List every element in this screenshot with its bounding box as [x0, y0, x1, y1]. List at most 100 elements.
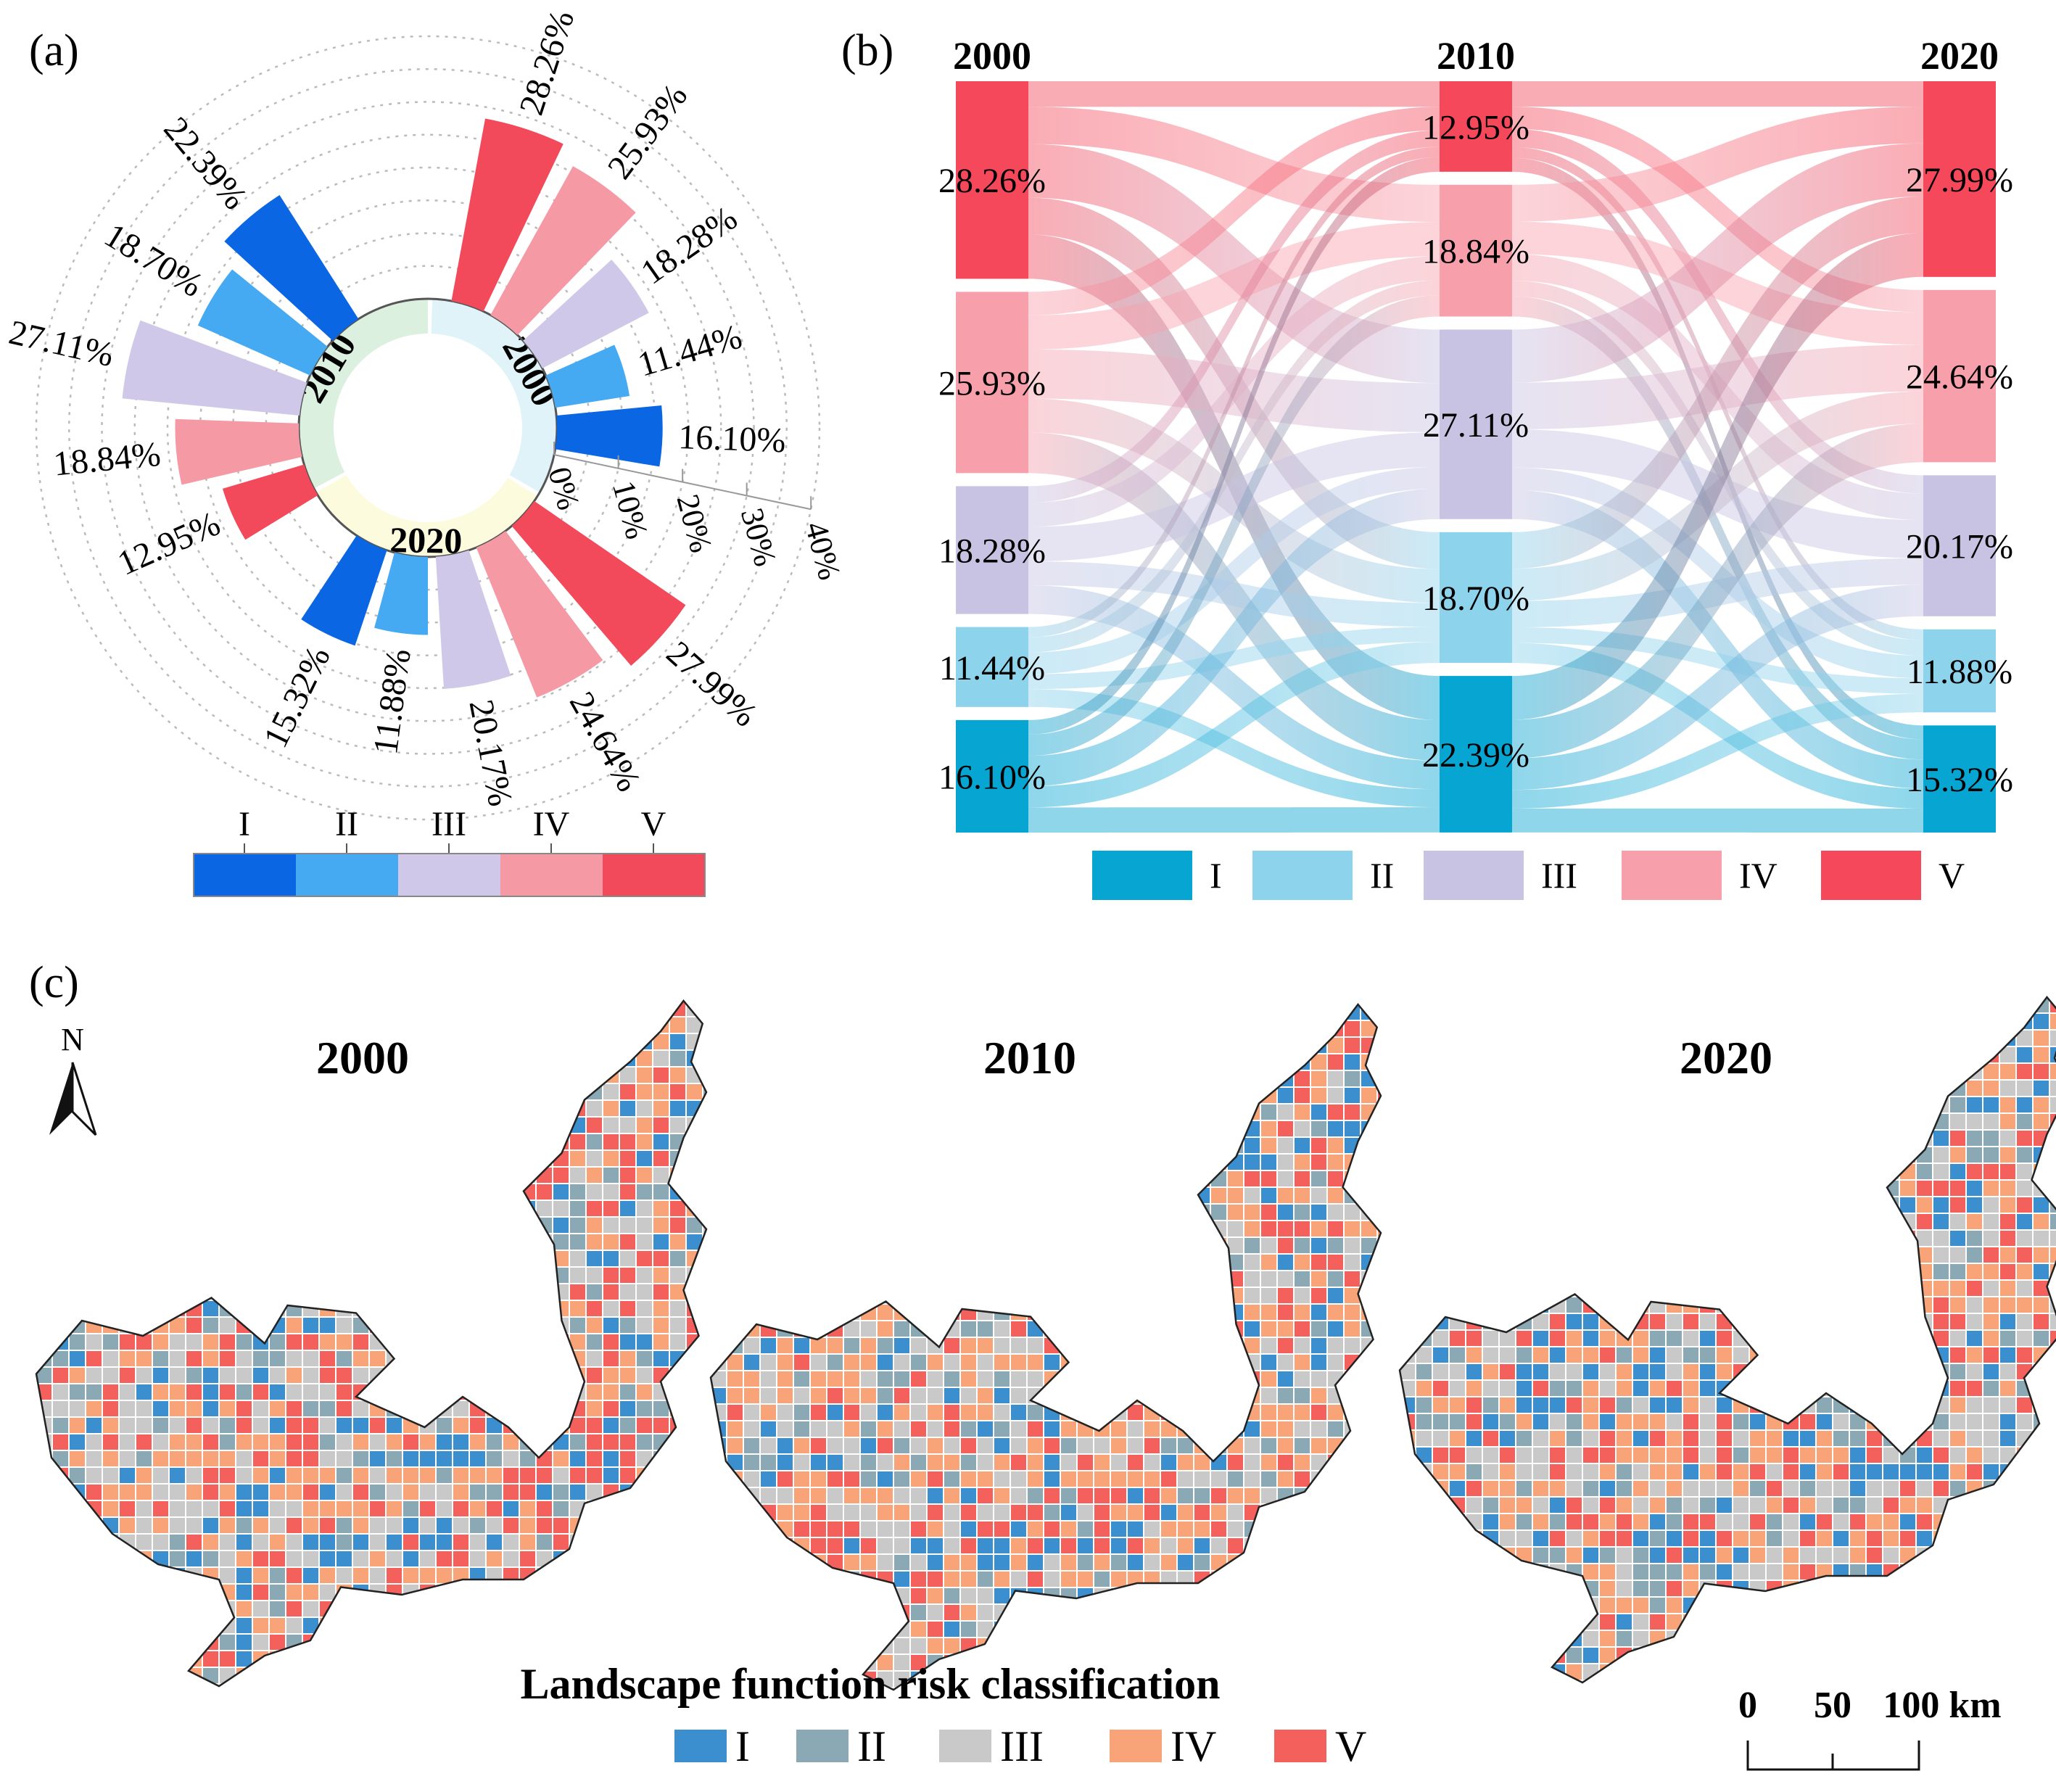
risk-map-cell — [520, 1284, 535, 1300]
risk-map-cell — [387, 1001, 402, 1016]
risk-map-cell — [153, 1401, 168, 1416]
risk-map-cell — [944, 1205, 959, 1220]
risk-map-cell — [1783, 997, 1799, 1012]
risk-map-cell — [1717, 1231, 1732, 1246]
risk-map-cell — [711, 1121, 726, 1136]
risk-map-cell — [70, 1401, 85, 1416]
risk-map-cell — [1883, 1097, 1899, 1112]
risk-map-cell — [1566, 1498, 1582, 1513]
risk-map-cell — [1311, 1622, 1326, 1637]
risk-map-cell — [1044, 1138, 1060, 1153]
risk-map-cell — [1550, 1397, 1565, 1413]
risk-map-cell — [1345, 1672, 1360, 1687]
risk-map-cell — [503, 1685, 519, 1686]
risk-map-cell — [1261, 1455, 1276, 1470]
risk-map-cell — [1533, 1514, 1548, 1529]
risk-map-cell — [370, 1418, 385, 1433]
risk-map-cell — [687, 1134, 702, 1149]
risk-map-cell — [270, 1051, 285, 1066]
risk-map-cell — [844, 1555, 859, 1570]
risk-map-cell — [253, 1618, 268, 1633]
risk-map-2020: 2020 — [1398, 995, 2056, 1684]
risk-map-cell — [978, 1605, 993, 1620]
risk-map-cell — [711, 1538, 726, 1553]
risk-map-cell — [1700, 1264, 1715, 1279]
risk-map-cell — [1144, 1471, 1160, 1487]
risk-map-cell — [437, 1034, 452, 1049]
risk-map-cell — [1144, 1421, 1160, 1437]
risk-map-cell — [978, 1288, 993, 1303]
risk-map-cell — [587, 1368, 602, 1383]
risk-map-cell — [587, 1551, 602, 1566]
risk-map-cell — [1044, 1238, 1060, 1253]
risk-map-cell — [403, 1201, 418, 1216]
risk-map-cell — [794, 1054, 809, 1070]
risk-map-cell — [1600, 1281, 1615, 1296]
risk-map-cell — [1128, 1438, 1143, 1453]
risk-map-cell — [1194, 1355, 1210, 1370]
risk-map-cell — [320, 1134, 335, 1149]
risk-map-cell — [1061, 1255, 1076, 1270]
risk-map-cell — [1194, 1171, 1210, 1186]
risk-map-cell — [286, 1301, 302, 1316]
risk-map-cell — [203, 1134, 218, 1149]
risk-map-cell — [994, 1138, 1010, 1153]
risk-map-cell — [1850, 1164, 1865, 1179]
risk-map-cell — [503, 1401, 519, 1416]
risk-map-cell — [353, 1101, 368, 1116]
risk-map-cell — [2017, 1464, 2032, 1479]
risk-map-cell — [1466, 1247, 1482, 1263]
risk-map-cell — [520, 1218, 535, 1233]
risk-map-cell — [1667, 1181, 1682, 1196]
risk-map-cell — [670, 1017, 685, 1033]
risk-map-cell — [203, 1334, 218, 1350]
risk-map-cell — [1733, 1448, 1749, 1463]
risk-map-cell — [520, 1601, 535, 1616]
risk-map-cell — [487, 1017, 502, 1033]
risk-map-cell — [70, 1585, 85, 1600]
risk-map-cell — [1278, 1655, 1293, 1670]
risk-map-cell — [220, 1184, 235, 1200]
risk-map-cell — [703, 1585, 706, 1600]
risk-map-cell — [978, 1555, 993, 1570]
risk-map-cell — [1378, 1338, 1381, 1353]
risk-map-cell — [1261, 1622, 1276, 1637]
rose-axis-tick-label: 0% — [541, 463, 587, 513]
risk-map-cell — [670, 1101, 685, 1116]
risk-map-cell — [703, 1434, 706, 1450]
risk-map-cell — [703, 1234, 706, 1250]
risk-map-cell — [1600, 1031, 1615, 1046]
rose-value-label-2010-II: 18.70% — [98, 216, 210, 305]
risk-map-cell — [1683, 1397, 1698, 1413]
risk-map-cell — [811, 1021, 826, 1036]
risk-map-cell — [1667, 1481, 1682, 1496]
risk-map-cell — [403, 1601, 418, 1616]
risk-map-cell — [1378, 1371, 1381, 1387]
risk-map-cell — [520, 1451, 535, 1466]
risk-map-cell — [470, 1468, 485, 1483]
risk-map-cell — [961, 1388, 976, 1403]
risk-map-cell — [1600, 1081, 1615, 1096]
risk-map-cell — [827, 1405, 843, 1420]
risk-map-cell — [1650, 1247, 1665, 1263]
risk-map-cell — [994, 1638, 1010, 1653]
risk-map-cell — [1278, 1121, 1293, 1136]
risk-map-cell — [1683, 1097, 1698, 1112]
risk-map-cell — [36, 1318, 51, 1333]
risk-map-cell — [1917, 1064, 1932, 1079]
risk-map-cell — [1400, 1064, 1415, 1079]
risk-map-cell — [437, 1618, 452, 1633]
risk-map-cell — [1433, 1247, 1448, 1263]
risk-map-cell — [1416, 1014, 1432, 1029]
risk-map-cell — [711, 1555, 726, 1570]
risk-map-cell — [420, 1468, 435, 1483]
risk-map-cell — [1917, 1364, 1932, 1379]
sankey-legend: I II III IV V — [1092, 851, 1965, 900]
risk-map-cell — [1211, 1555, 1226, 1570]
risk-map-cell — [1683, 1264, 1698, 1279]
risk-map-cell — [537, 1068, 552, 1083]
risk-map-cell — [1178, 1471, 1193, 1487]
risk-map-cell — [1295, 1338, 1310, 1353]
risk-map-cell — [470, 1301, 485, 1316]
risk-map-cell — [553, 1401, 569, 1416]
